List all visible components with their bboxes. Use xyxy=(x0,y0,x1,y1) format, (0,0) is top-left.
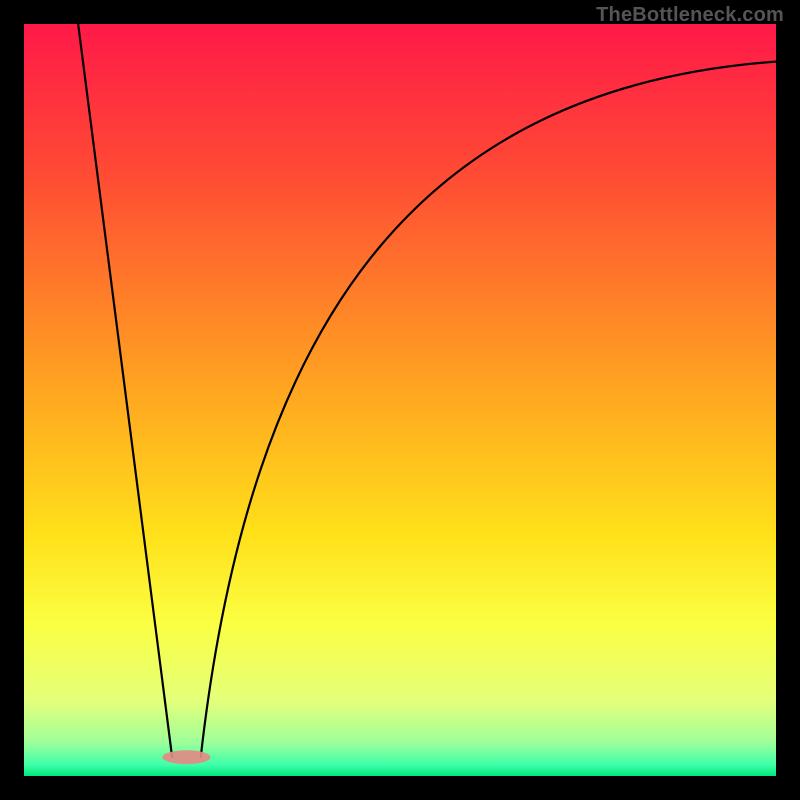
optimum-marker xyxy=(162,750,210,764)
attribution-text: TheBottleneck.com xyxy=(596,4,784,27)
bottleneck-chart: TheBottleneck.com xyxy=(0,0,800,800)
plot-area xyxy=(24,24,776,776)
chart-svg xyxy=(0,0,800,800)
